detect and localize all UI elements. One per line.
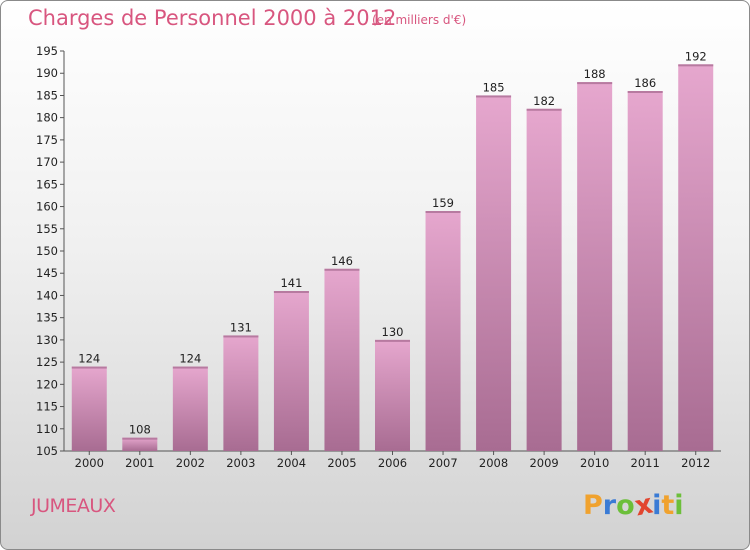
data-label: 192 — [685, 49, 707, 63]
y-axis: 105 110 115 120 125 130 135 140 145 150 155 160 165 1… — [36, 44, 65, 458]
bar-2002 — [172, 366, 208, 451]
bar-2005 — [324, 268, 360, 451]
x-tick-label: 2008 — [479, 456, 508, 470]
data-label: 124 — [78, 352, 100, 366]
x-tick-label: 2007 — [428, 456, 457, 470]
data-label: 188 — [584, 67, 606, 81]
y-tick-label: 180 — [36, 111, 58, 125]
y-tick-label: 140 — [36, 288, 58, 302]
bar-top-edge — [273, 291, 309, 293]
y-tick-label: 160 — [36, 200, 58, 214]
logo-letter: i — [674, 490, 684, 521]
bar-2003 — [223, 335, 259, 451]
logo-letter: P — [583, 490, 603, 521]
bar-top-edge — [324, 268, 360, 271]
x-tick-label: 2012 — [681, 456, 710, 470]
bar-top-edge — [71, 366, 107, 369]
y-tick-label: 105 — [36, 444, 58, 458]
bar-top-edge — [678, 64, 714, 67]
data-label: 146 — [331, 254, 353, 268]
logo-letter: i — [652, 490, 662, 521]
y-tick-label: 185 — [36, 88, 58, 102]
data-label: 141 — [280, 276, 302, 290]
bar-2012 — [678, 64, 714, 452]
bar-2001 — [122, 437, 158, 451]
y-tick-label: 130 — [36, 333, 58, 347]
x-tick-label: 2006 — [378, 456, 407, 470]
x-tick-label: 2001 — [125, 456, 154, 470]
y-tick-label: 155 — [36, 222, 58, 236]
data-label: 108 — [129, 423, 151, 437]
y-tick-label: 110 — [36, 422, 58, 436]
bar-top-edge — [476, 95, 512, 98]
bar-2004 — [273, 291, 309, 451]
bar-2006 — [375, 339, 410, 451]
bar-2010 — [577, 82, 613, 451]
data-label: 130 — [382, 325, 404, 339]
bars: 124 108 124 131 141 146 130 159 185 182 188 186 192 — [71, 49, 714, 452]
bar-top-edge — [172, 366, 208, 369]
y-tick-label: 145 — [36, 266, 58, 280]
commune-name: JUMEAUX — [31, 495, 116, 517]
data-label: 131 — [230, 320, 252, 334]
x-tick-label: 2009 — [529, 456, 558, 470]
y-tick-label: 170 — [36, 155, 58, 169]
x-tick-label: 2005 — [327, 456, 356, 470]
data-label: 186 — [634, 76, 656, 90]
bar-top-edge — [526, 108, 562, 111]
data-label: 182 — [533, 94, 555, 108]
y-tick-label: 165 — [36, 177, 58, 191]
bar-2009 — [526, 108, 562, 452]
x-tick-label: 2002 — [176, 456, 205, 470]
bar-top-edge — [122, 437, 158, 440]
bar-2007 — [425, 211, 461, 451]
x-tick-label: 2011 — [631, 456, 660, 470]
y-tick-label: 190 — [36, 66, 58, 80]
bar-2000 — [71, 366, 107, 451]
bar-top-edge — [375, 339, 410, 342]
y-tick-label: 175 — [36, 133, 58, 147]
y-tick-label: 115 — [36, 400, 58, 414]
x-tick-label: 2000 — [75, 456, 104, 470]
logo-letter: t — [661, 490, 675, 521]
proxiti-logo[interactable]: Proxiti — [583, 489, 684, 523]
logo-letter: o — [616, 490, 635, 521]
x-tick-label: 2004 — [277, 456, 306, 470]
y-tick-label: 150 — [36, 244, 58, 258]
bar-top-edge — [577, 82, 613, 85]
bar-top-edge — [223, 335, 259, 338]
x-axis: 2000 2001 2002 2003 2004 2005 2006 2007 2008 2009… — [64, 450, 721, 470]
y-tick-label: 120 — [36, 377, 58, 391]
bar-top-edge — [425, 211, 461, 213]
y-tick-label: 125 — [36, 355, 58, 369]
x-tick-label: 2010 — [580, 456, 609, 470]
bar-2008 — [476, 95, 512, 451]
data-label: 124 — [179, 352, 201, 366]
chart-subtitle: (en milliers d'€) — [372, 13, 467, 27]
data-label: 159 — [432, 196, 454, 210]
logo-letter: r — [602, 490, 617, 521]
x-tick-label: 2003 — [226, 456, 255, 470]
bar-top-edge — [627, 91, 663, 93]
chart-title: Charges de Personnel 2000 à 2012 — [28, 6, 397, 30]
bar-2011 — [627, 91, 663, 451]
data-label: 185 — [483, 80, 505, 94]
y-tick-label: 135 — [36, 311, 58, 325]
y-tick-label: 195 — [36, 44, 58, 58]
